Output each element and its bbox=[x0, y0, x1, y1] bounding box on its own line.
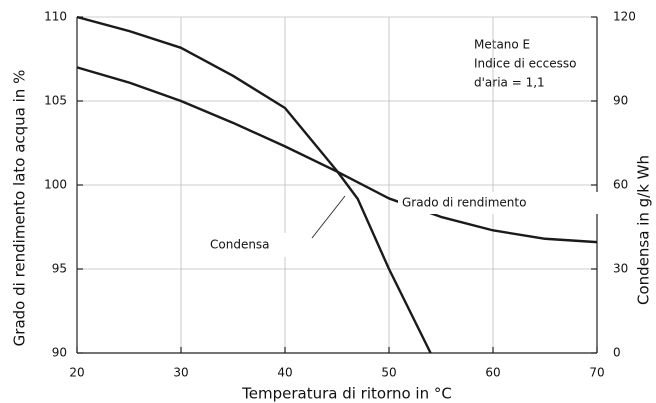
y-axis-label: Grado di rendimento lato acqua in % bbox=[11, 70, 29, 347]
y2-tick-label: 30 bbox=[613, 262, 628, 276]
y-tick-label: 110 bbox=[44, 10, 67, 24]
y-tick-label: 90 bbox=[52, 346, 67, 360]
annotation: Metano E bbox=[474, 38, 530, 52]
x-tick-label: 70 bbox=[589, 366, 604, 380]
x-axis-label: Temperatura di ritorno in °C bbox=[241, 385, 452, 403]
series-line bbox=[76, 66, 598, 244]
y2-axis-label: Condensa in g/k Wh bbox=[635, 155, 653, 305]
label-bg bbox=[205, 233, 310, 257]
y-tick-label: 100 bbox=[44, 178, 67, 192]
x-tick-label: 20 bbox=[69, 366, 84, 380]
x-tick-label: 30 bbox=[173, 366, 188, 380]
series-line bbox=[76, 15, 432, 354]
y2-tick-label: 60 bbox=[613, 178, 628, 192]
y2-tick-label: 90 bbox=[613, 94, 628, 108]
y-tick-label: 95 bbox=[52, 262, 67, 276]
label-bg bbox=[398, 192, 608, 214]
y2-tick-label: 0 bbox=[613, 346, 621, 360]
leader-line bbox=[311, 195, 346, 239]
y-tick-label: 105 bbox=[44, 94, 67, 108]
annotation: Indice di eccesso bbox=[474, 57, 576, 71]
y2-tick-label: 120 bbox=[613, 10, 636, 24]
x-tick-label: 60 bbox=[485, 366, 500, 380]
series-label: Grado di rendimento bbox=[402, 196, 526, 210]
annotation: d'aria = 1,1 bbox=[474, 76, 545, 90]
series-label: Condensa bbox=[210, 238, 270, 252]
x-tick-label: 50 bbox=[381, 366, 396, 380]
x-tick-label: 40 bbox=[277, 366, 292, 380]
